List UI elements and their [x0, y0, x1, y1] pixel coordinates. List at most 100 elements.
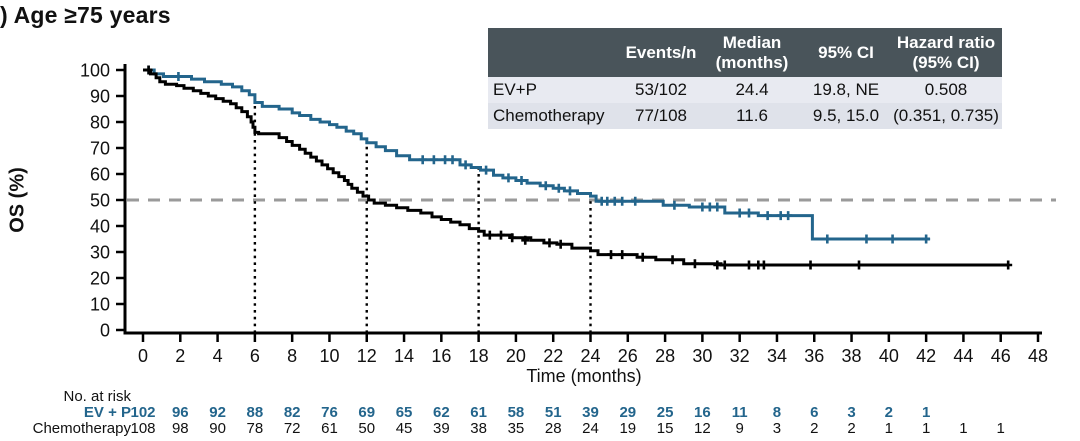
chemo-survival-curve — [143, 68, 1009, 267]
evp-censor-mark — [418, 155, 427, 165]
risk-count-chemo-m10: 61 — [321, 420, 338, 437]
x-axis-tick-label: 12 — [357, 346, 377, 366]
x-axis-tick-label: 22 — [543, 346, 563, 366]
risk-count-evp-m10: 76 — [321, 404, 338, 421]
risk-count-evp-m20: 58 — [507, 404, 525, 421]
stats-header-hr: Hazard ratio (95% CI) — [890, 28, 1002, 77]
chemo-censor-mark — [144, 65, 153, 75]
risk-count-chemo-m46: 1 — [996, 420, 1005, 437]
evp-censor-mark — [784, 211, 793, 221]
risk-count-chemo-m26: 19 — [619, 420, 637, 437]
risk-count-chemo-m36: 2 — [810, 420, 819, 437]
chemo-censor-mark — [1004, 260, 1013, 270]
y-axis-tick-label: 80 — [90, 113, 110, 133]
risk-count-chemo-m16: 39 — [432, 420, 450, 437]
evp-censor-mark — [429, 155, 438, 165]
risk-count-evp-m2: 96 — [171, 404, 189, 421]
risk-count-chemo-m24: 24 — [582, 420, 599, 437]
x-axis-tick-label: 28 — [655, 346, 675, 366]
x-axis-tick-label: 44 — [953, 346, 973, 366]
x-axis-tick-label: 26 — [618, 346, 638, 366]
statistics-table: Events/n Median (months) 95% CI Hazard r… — [488, 28, 1002, 129]
risk-count-chemo-m28: 15 — [656, 420, 674, 437]
panel-title: ) Age ≥75 years — [0, 2, 171, 28]
risk-count-evp-m40: 2 — [884, 404, 893, 421]
chemo-censor-mark — [556, 239, 565, 249]
risk-count-evp-m0: 102 — [130, 404, 156, 421]
risk-count-evp-m4: 92 — [209, 404, 226, 421]
stats-evp-hr: 0.508 — [890, 77, 1002, 103]
risk-count-evp-m6: 88 — [246, 404, 264, 421]
chemo-censor-mark — [759, 260, 768, 270]
stats-chemo-median: 11.6 — [702, 103, 802, 129]
chemo-censor-mark — [720, 260, 729, 270]
risk-count-chemo-m0: 108 — [130, 420, 156, 437]
risk-count-evp-m12: 69 — [358, 404, 376, 421]
evp-censor-mark — [735, 208, 744, 218]
risk-count-chemo-m14: 45 — [395, 420, 413, 437]
stats-header-row: Events/n Median (months) 95% CI Hazard r… — [488, 28, 1002, 77]
stats-chemo-events: 77/108 — [620, 103, 702, 129]
stats-row-evp: EV+P 53/102 24.4 19.8, NE 0.508 — [488, 77, 1002, 103]
evp-censor-mark — [441, 155, 450, 165]
chemo-censor-mark — [508, 233, 517, 243]
risk-count-evp-m16: 62 — [432, 404, 450, 421]
risk-count-chemo-m34: 3 — [772, 420, 782, 437]
x-axis-tick-label: 0 — [138, 346, 148, 366]
risk-count-chemo-m18: 38 — [470, 420, 487, 437]
x-axis-tick-label: 14 — [394, 346, 414, 366]
y-axis-tick-label: 0 — [100, 321, 110, 341]
chemo-censor-mark — [607, 250, 616, 260]
evp-censor-mark — [670, 200, 679, 210]
chemo-censor-mark — [855, 260, 864, 270]
stats-chemo-hr: (0.351, 0.735) — [890, 103, 1002, 129]
chemo-censor-mark — [744, 260, 753, 270]
evp-censor-mark — [862, 234, 871, 244]
x-axis-tick-label: 32 — [730, 346, 750, 366]
evp-censor-mark — [776, 211, 785, 221]
stats-header-events: Events/n — [620, 28, 702, 77]
risk-count-chemo-m4: 90 — [209, 420, 226, 437]
risk-count-evp-m14: 65 — [395, 404, 413, 421]
y-axis-tick-label: 70 — [90, 139, 110, 159]
evp-censor-mark — [541, 181, 550, 191]
stats-evp-group: EV+P — [488, 77, 620, 103]
risk-count-evp-m30: 16 — [694, 404, 711, 421]
evp-censor-mark — [482, 165, 491, 175]
stats-chemo-group: Chemotherapy — [488, 103, 620, 129]
chemo-censor-mark — [497, 230, 506, 240]
risk-count-evp-m36: 6 — [810, 404, 819, 421]
x-axis-tick-label: 8 — [287, 346, 297, 366]
x-axis-tick-label: 34 — [767, 346, 787, 366]
risk-count-chemo-m38: 2 — [847, 420, 856, 437]
risk-count-chemo-m32: 9 — [735, 420, 744, 437]
stats-evp-median: 24.4 — [702, 77, 802, 103]
y-axis-tick-label: 100 — [80, 61, 110, 81]
risk-table-title: No. at risk — [63, 388, 131, 405]
risk-count-chemo-m22: 28 — [544, 420, 562, 437]
risk-row-chemo-label: Chemotherapy — [32, 420, 131, 437]
risk-count-evp-m26: 29 — [619, 404, 637, 421]
evp-censor-mark — [823, 234, 832, 244]
stats-row-chemo: Chemotherapy 77/108 11.6 9.5, 15.0 (0.35… — [488, 103, 1002, 129]
x-axis-tick-label: 4 — [213, 346, 223, 366]
evp-censor-mark — [461, 160, 470, 170]
risk-count-evp-m42: 1 — [921, 404, 931, 421]
x-axis-tick-label: 36 — [804, 346, 824, 366]
chemo-censor-mark — [545, 238, 554, 248]
risk-count-evp-m8: 82 — [283, 404, 301, 421]
x-axis-tick-label: 10 — [319, 346, 339, 366]
chemo-censor-mark — [618, 250, 627, 260]
y-axis-tick-label: 40 — [90, 217, 110, 237]
evp-censor-mark — [448, 155, 457, 165]
risk-count-chemo-m44: 1 — [959, 420, 968, 437]
risk-count-evp-m22: 51 — [544, 404, 562, 421]
x-axis-tick-label: 20 — [506, 346, 526, 366]
evp-censor-mark — [504, 173, 513, 183]
evp-censor-mark — [631, 196, 640, 206]
x-axis-tick-label: 40 — [879, 346, 899, 366]
stats-header-median: Median (months) — [702, 28, 802, 77]
x-axis-tick-label: 6 — [250, 346, 260, 366]
chemo-censor-mark — [668, 255, 677, 265]
risk-count-chemo-m30: 12 — [694, 420, 711, 437]
